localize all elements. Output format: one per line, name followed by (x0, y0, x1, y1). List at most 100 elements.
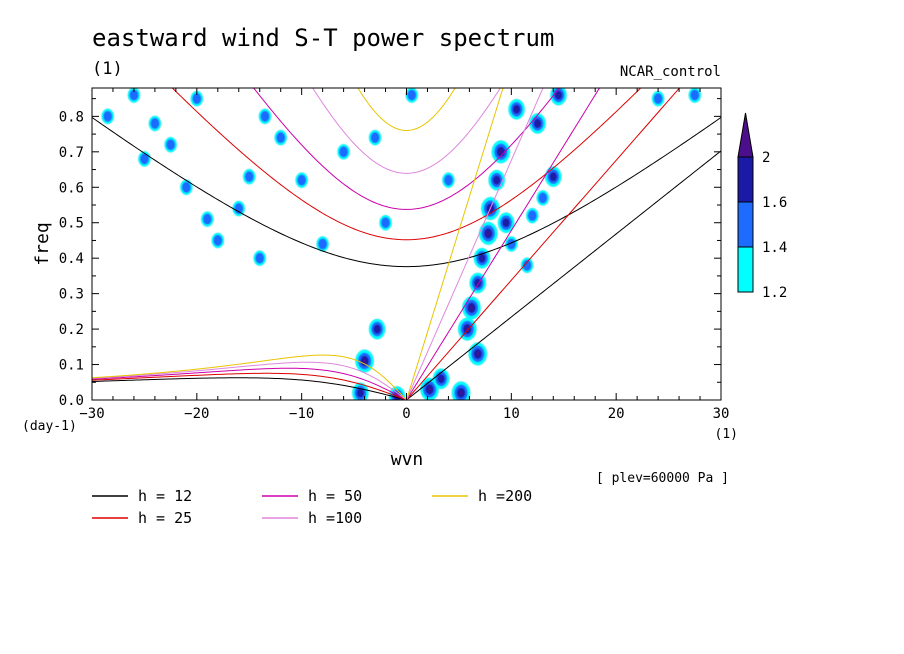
x-unit-label: (1) (715, 427, 738, 442)
power-blob-level (370, 132, 380, 144)
legend-label: h = 50 (308, 487, 362, 505)
power-blob (688, 88, 702, 103)
power-blob (545, 166, 562, 187)
y-tick-label: 0.7 (59, 145, 84, 161)
gravity-curve (92, 117, 721, 268)
power-blob (337, 144, 350, 160)
power-contours (101, 88, 702, 400)
gravity-curve (312, 88, 501, 174)
colorbar-segment (737, 246, 754, 293)
power-blob (405, 88, 418, 103)
power-blob (180, 179, 193, 196)
power-blob (497, 212, 515, 233)
y-tick-label: 0.5 (59, 216, 84, 232)
power-blob-level (150, 118, 160, 129)
kelvin-curve (406, 88, 681, 400)
power-blob (536, 190, 550, 206)
power-blob (164, 136, 177, 153)
y-tick-label: 0.0 (59, 393, 84, 409)
power-blob-level (486, 231, 490, 236)
power-blob (468, 342, 488, 366)
colorbar-label: 1.6 (762, 195, 787, 211)
power-blob (651, 90, 665, 107)
power-blob-level (493, 175, 501, 185)
plev-note: [ plev=60000 Pa ] (596, 471, 729, 486)
x-axis: −30 −20 −10 0 10 20 30 (79, 88, 729, 422)
colorbar: 1.2 1.4 1.6 2 (737, 112, 787, 301)
kelvin-curve (406, 88, 601, 400)
legend-label: h =200 (478, 487, 532, 505)
power-blob-level (476, 352, 480, 356)
power-blob-level (437, 374, 445, 384)
power-blob (274, 129, 287, 146)
power-blob-level (363, 359, 367, 363)
power-blob (442, 172, 455, 188)
power-blob-level (513, 104, 521, 114)
kelvin-curve (406, 88, 504, 400)
power-blob (355, 349, 374, 373)
power-blob-level (653, 93, 663, 105)
x-tick-label: 30 (713, 406, 730, 422)
power-blob-level (407, 89, 417, 101)
rossby-curve (92, 361, 407, 400)
power-blob-level (213, 235, 223, 246)
power-blob (316, 236, 329, 252)
power-blob-level (470, 306, 473, 310)
colorbar-label: 1.4 (762, 240, 787, 256)
power-blob-level (182, 181, 191, 193)
power-blob-level (260, 110, 270, 122)
power-blob (529, 113, 546, 134)
power-blob-level (478, 253, 486, 263)
power-blob (190, 90, 204, 107)
power-blob-level (690, 89, 700, 101)
power-blob-level (499, 150, 503, 154)
power-blob-level (381, 217, 390, 229)
power-blob (258, 108, 272, 125)
power-blob (550, 88, 567, 106)
plot-frame (91, 87, 722, 401)
colorbar-overflow-triangle (737, 112, 754, 158)
case-label: NCAR_control (620, 64, 721, 80)
power-blob (295, 172, 308, 188)
power-blob-level (140, 153, 149, 165)
power-blob-level (202, 213, 212, 225)
power-blob (479, 221, 498, 245)
power-blob (462, 296, 481, 320)
y-axis-label: freq (32, 222, 53, 265)
y-tick-label: 0.6 (59, 180, 84, 196)
power-blob-level (166, 139, 175, 151)
kelvin-curve (406, 88, 544, 400)
power-blob (508, 99, 525, 120)
power-blob (451, 381, 471, 400)
power-blob (201, 211, 214, 227)
colorbar-label: 2 (762, 150, 770, 166)
power-blob (253, 250, 266, 266)
power-blob-level (356, 388, 364, 398)
x-tick-label: 10 (503, 406, 520, 422)
colorbar-segment (737, 156, 754, 203)
power-blob (505, 236, 518, 252)
power-blob-level (234, 203, 244, 214)
power-blob (232, 200, 246, 217)
power-blob-level (428, 387, 432, 392)
power-blob-level (103, 110, 113, 122)
power-blob (127, 88, 141, 103)
rossby-curve (92, 377, 407, 400)
power-blob-level (474, 278, 482, 288)
power-blob-level (507, 238, 516, 250)
power-blob (520, 257, 534, 274)
x-tick-label: −20 (184, 406, 209, 422)
power-blob (148, 115, 162, 132)
chart-subtitle: (1) (92, 59, 123, 79)
power-blob (368, 318, 386, 340)
x-tick-label: −10 (289, 406, 314, 422)
power-blob (491, 140, 511, 164)
rossby-curve (92, 372, 407, 400)
power-blob (458, 317, 477, 341)
power-blob-level (538, 192, 548, 204)
y-tick-label: 0.4 (59, 251, 84, 267)
power-blob (211, 232, 225, 249)
legend-label: h = 25 (138, 509, 192, 527)
y-tick-label: 0.3 (59, 287, 84, 303)
